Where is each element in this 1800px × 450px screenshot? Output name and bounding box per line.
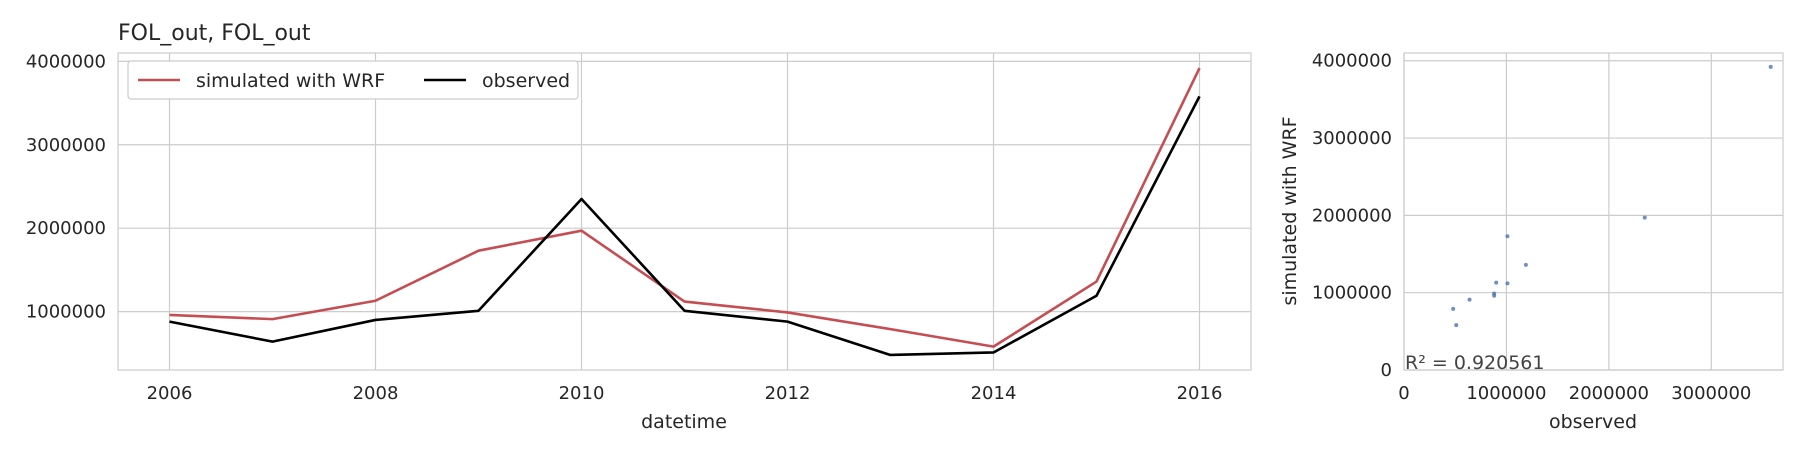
scatter-point [1492,291,1497,296]
scatter-x-tick-label: 1000000 [1466,383,1546,404]
time-series-chart: 2006 2008 2010 2012 2014 2016 1000000 2000000 3… [26,21,1252,433]
line-chart-y-tick-label: 1000000 [26,302,106,323]
series-line-observed [169,95,1201,357]
scatter-point [1642,215,1647,220]
line-chart-x-tick-label: 2008 [353,383,399,404]
line-chart-x-label: datetime [641,411,727,433]
legend-box [127,60,579,100]
scatter-x-label: observed [1549,411,1637,433]
scatter-point [1768,64,1773,69]
scatter-x-tick-label: 3000000 [1671,383,1751,404]
line-chart-x-tick-label: 2014 [971,383,1017,404]
scatter-x-tick-label: 2000000 [1569,383,1649,404]
line-chart-x-tick-label: 2010 [559,383,605,404]
scatter-point [1454,323,1459,328]
scatter-y-label: simulated with WRF [1279,116,1301,305]
legend-label-simulated: simulated with WRF [196,70,385,92]
series-line-simulated [169,67,1201,348]
scatter-x-tick-label: 0 [1398,383,1409,404]
line-chart-y-ticks: 1000000 2000000 3000000 4000000 [26,51,106,322]
scatter-y-tick-label: 0 [1381,360,1392,381]
line-chart-title: FOL_out, FOL_out [118,21,311,46]
scatter-point [1467,297,1472,302]
scatter-y-ticks: 0 1000000 2000000 3000000 4000000 [1312,51,1392,381]
legend-label-observed: observed [482,70,570,92]
scatter-point [1505,281,1510,286]
line-chart-x-tick-label: 2016 [1177,383,1223,404]
scatter-plot-area [1403,52,1784,371]
scatter-y-tick-label: 2000000 [1312,205,1392,226]
r-squared-annotation: R² = 0.920561 [1405,352,1544,374]
line-chart-x-ticks: 2006 2008 2010 2012 2014 2016 [147,383,1223,404]
scatter-point [1505,234,1510,239]
legend: simulated with WRF observed [127,60,579,100]
line-chart-y-tick-label: 4000000 [26,51,106,72]
scatter-x-ticks: 0 1000000 2000000 3000000 [1398,383,1751,404]
scatter-y-tick-label: 1000000 [1312,283,1392,304]
scatter-point [1523,262,1528,267]
line-plot-area [117,52,1252,371]
scatter-chart: 0 1000000 2000000 3000000 0 1000000 2000000 30… [1279,51,1784,433]
line-chart-y-tick-label: 3000000 [26,135,106,156]
line-chart-y-tick-label: 2000000 [26,218,106,239]
line-chart-x-tick-label: 2012 [765,383,811,404]
scatter-y-tick-label: 4000000 [1312,51,1392,72]
line-chart-series [169,67,1201,357]
line-chart-x-tick-label: 2006 [147,383,193,404]
scatter-points [1451,64,1773,328]
scatter-y-tick-label: 3000000 [1312,128,1392,149]
scatter-chart-grid [1403,53,1783,371]
scatter-point [1494,280,1499,285]
scatter-point [1451,306,1456,311]
